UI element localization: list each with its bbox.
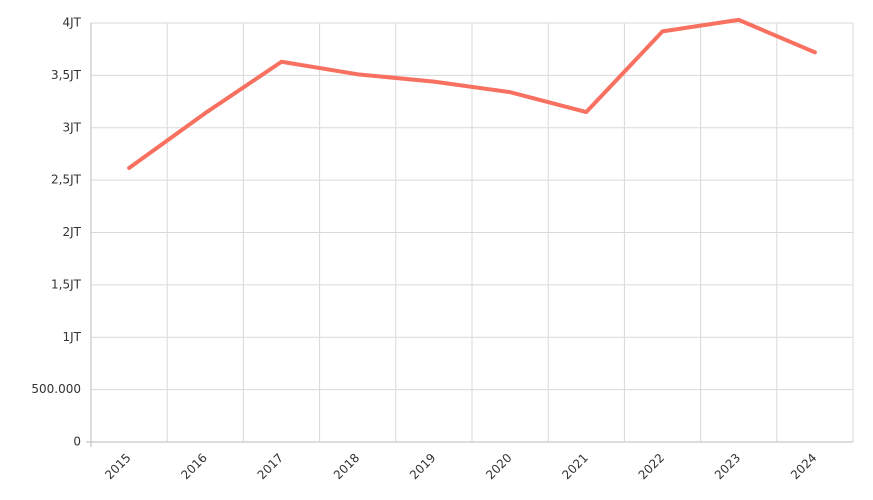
y-tick-label: 1JT: [62, 330, 81, 344]
x-tick-label: 2016: [178, 451, 209, 482]
y-tick-label: 2JT: [62, 225, 81, 239]
line-series: [127, 17, 817, 170]
x-tick-label: 2015: [102, 451, 133, 482]
x-tick-label: 2017: [255, 451, 286, 482]
y-tick-label: 1,5JT: [51, 277, 82, 291]
y-tick-label: 2,5JT: [51, 173, 82, 187]
y-tick-label: 4JT: [62, 16, 81, 30]
x-tick-label: 2022: [636, 451, 667, 482]
y-tick-label: 3JT: [62, 120, 81, 134]
y-tick-label: 3,5JT: [51, 68, 82, 82]
x-tick-label: 2018: [331, 451, 362, 482]
x-tick-label: 2019: [407, 451, 438, 482]
y-tick-label: 0: [73, 435, 81, 449]
y-tick-label: 500.000: [31, 382, 81, 396]
x-tick-label: 2024: [788, 451, 819, 482]
x-tick-label: 2020: [483, 451, 514, 482]
x-tick-label: 2021: [559, 451, 590, 482]
x-tick-label: 2023: [712, 451, 743, 482]
